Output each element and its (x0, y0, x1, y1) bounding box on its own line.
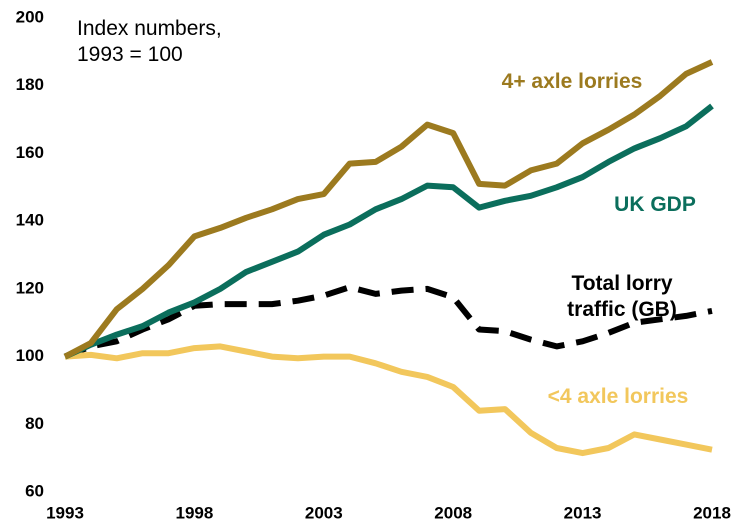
y-tick-label: 100 (16, 346, 44, 365)
series-line (64, 343, 713, 457)
y-tick-label: 180 (16, 75, 44, 94)
series-label: Total lorry traffic (GB) (567, 272, 677, 321)
x-tick-label: 2008 (434, 503, 472, 522)
x-tick-label: 1998 (175, 503, 213, 522)
y-tick-label: 60 (25, 481, 44, 500)
series-label: 4+ axle lorries (501, 70, 643, 93)
y-tick-label: 140 (16, 211, 44, 230)
series-label: <4 axle lorries (547, 385, 689, 408)
series-line (63, 103, 714, 360)
y-tick-label: 200 (16, 7, 44, 26)
annotation: Index numbers, 1993 = 100 (77, 17, 222, 66)
y-tick-label: 160 (16, 143, 44, 162)
y-tick-label: 80 (25, 414, 44, 433)
series-line (63, 59, 714, 360)
x-tick-label: 2013 (564, 503, 602, 522)
y-tick-label: 120 (16, 278, 44, 297)
x-tick-label: 2018 (693, 503, 731, 522)
x-tick-label: 2003 (305, 503, 343, 522)
series-line (63, 284, 713, 360)
series-label: UK GDP (614, 193, 696, 216)
x-tick-label: 1993 (46, 503, 84, 522)
